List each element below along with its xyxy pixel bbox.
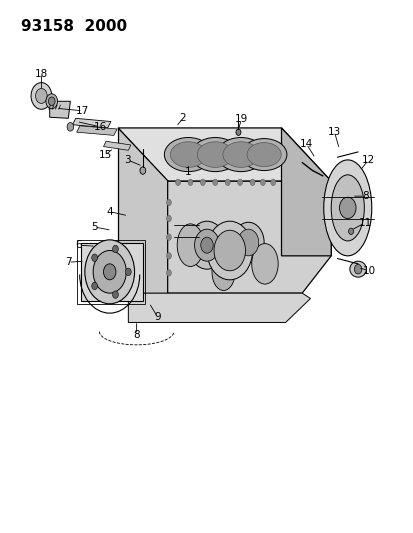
Circle shape xyxy=(260,179,265,185)
Circle shape xyxy=(36,88,47,103)
Ellipse shape xyxy=(191,138,239,172)
Polygon shape xyxy=(81,243,142,301)
Circle shape xyxy=(339,197,355,219)
Circle shape xyxy=(194,229,219,261)
Circle shape xyxy=(200,237,213,253)
Text: 2: 2 xyxy=(179,114,186,123)
Circle shape xyxy=(112,245,118,253)
Ellipse shape xyxy=(247,142,280,166)
Circle shape xyxy=(237,229,258,256)
Circle shape xyxy=(235,129,240,135)
Polygon shape xyxy=(103,141,131,150)
Circle shape xyxy=(214,230,245,271)
Circle shape xyxy=(46,94,57,109)
Ellipse shape xyxy=(222,142,259,167)
Circle shape xyxy=(212,179,217,185)
Polygon shape xyxy=(50,101,70,118)
Polygon shape xyxy=(76,126,117,135)
Circle shape xyxy=(166,199,171,206)
Text: 6: 6 xyxy=(75,240,82,250)
Circle shape xyxy=(103,264,116,280)
Text: 16: 16 xyxy=(93,122,107,132)
Ellipse shape xyxy=(177,224,203,266)
Polygon shape xyxy=(128,293,310,322)
Polygon shape xyxy=(167,181,330,293)
Text: 5: 5 xyxy=(91,222,97,232)
Circle shape xyxy=(140,167,145,174)
Circle shape xyxy=(232,222,263,263)
Circle shape xyxy=(92,282,97,289)
Text: 8: 8 xyxy=(133,330,140,340)
Text: 1: 1 xyxy=(185,167,191,176)
Circle shape xyxy=(175,179,180,185)
Polygon shape xyxy=(118,128,330,181)
Circle shape xyxy=(188,179,192,185)
Text: 12: 12 xyxy=(361,155,374,165)
Circle shape xyxy=(348,228,353,235)
Circle shape xyxy=(249,179,254,185)
Circle shape xyxy=(237,179,242,185)
Circle shape xyxy=(67,123,74,131)
Text: 7: 7 xyxy=(65,257,71,267)
Circle shape xyxy=(200,179,205,185)
Ellipse shape xyxy=(251,244,278,284)
Circle shape xyxy=(93,251,126,293)
Text: 3: 3 xyxy=(124,155,131,165)
Text: 19: 19 xyxy=(234,115,247,124)
Text: 11: 11 xyxy=(358,218,371,228)
Ellipse shape xyxy=(211,253,235,290)
Ellipse shape xyxy=(164,138,212,172)
Circle shape xyxy=(166,270,171,276)
Ellipse shape xyxy=(349,261,366,277)
Circle shape xyxy=(225,179,230,185)
Text: 13: 13 xyxy=(327,127,340,137)
Text: 9: 9 xyxy=(154,312,160,321)
Ellipse shape xyxy=(216,138,264,172)
Circle shape xyxy=(125,268,131,276)
Circle shape xyxy=(31,83,52,109)
Circle shape xyxy=(166,234,171,240)
Text: 8: 8 xyxy=(361,191,368,201)
Circle shape xyxy=(112,291,118,298)
Polygon shape xyxy=(118,128,167,293)
Ellipse shape xyxy=(170,142,206,167)
Polygon shape xyxy=(281,128,330,256)
Circle shape xyxy=(48,97,55,106)
Circle shape xyxy=(92,254,97,262)
Text: 14: 14 xyxy=(299,139,312,149)
Text: 10: 10 xyxy=(362,266,375,276)
Ellipse shape xyxy=(241,139,286,171)
Text: 18: 18 xyxy=(35,69,48,78)
Circle shape xyxy=(166,215,171,222)
Text: 17: 17 xyxy=(76,106,89,116)
Ellipse shape xyxy=(323,160,371,256)
Polygon shape xyxy=(72,118,111,128)
Text: 15: 15 xyxy=(99,150,112,159)
Ellipse shape xyxy=(330,175,363,241)
Ellipse shape xyxy=(197,142,233,167)
Text: 4: 4 xyxy=(106,207,113,216)
Circle shape xyxy=(206,221,252,280)
Circle shape xyxy=(166,253,171,259)
Circle shape xyxy=(354,264,361,274)
Text: 93158  2000: 93158 2000 xyxy=(21,19,126,34)
Circle shape xyxy=(270,179,275,185)
Circle shape xyxy=(188,221,225,269)
Circle shape xyxy=(85,240,134,304)
